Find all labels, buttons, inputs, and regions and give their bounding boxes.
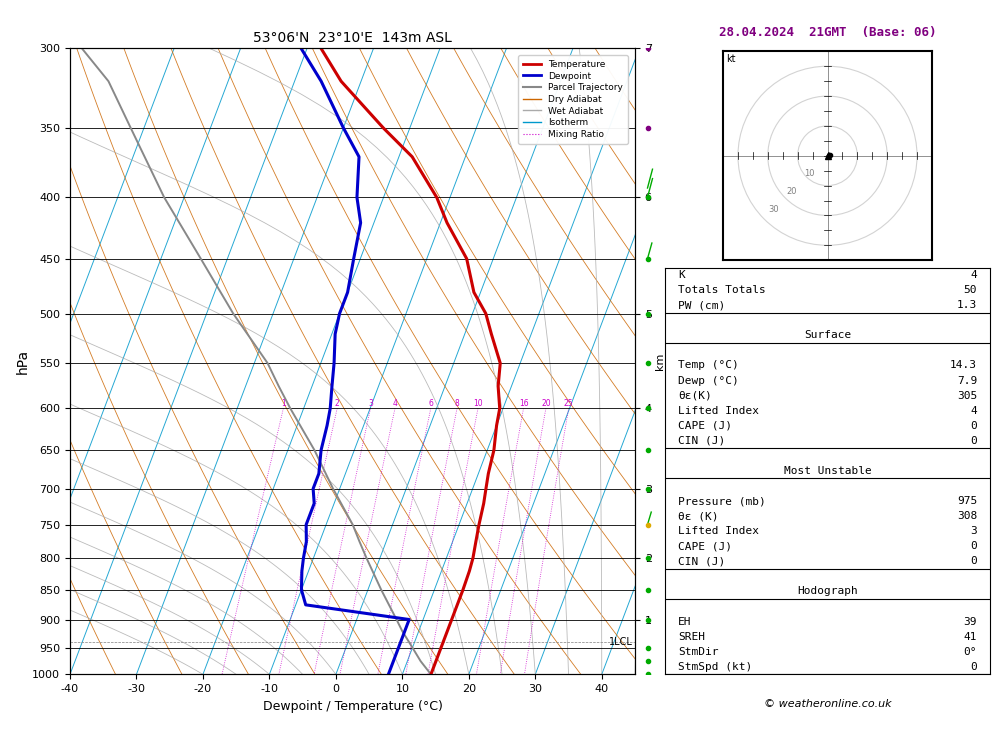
Text: Lifted Index: Lifted Index [678,526,759,537]
Text: Surface: Surface [804,331,851,340]
Text: Totals Totals: Totals Totals [678,285,766,295]
Text: 20: 20 [541,399,551,408]
Text: 16: 16 [519,399,528,408]
Text: 20: 20 [786,187,797,196]
Text: 305: 305 [957,391,977,401]
Text: 25: 25 [564,399,573,408]
Text: EH: EH [678,616,692,627]
Text: 7.9: 7.9 [957,375,977,386]
Text: 41: 41 [964,632,977,641]
Text: 0°: 0° [964,647,977,657]
Text: 30: 30 [768,205,779,214]
X-axis label: Dewpoint / Temperature (°C): Dewpoint / Temperature (°C) [263,699,442,712]
Text: 4: 4 [393,399,397,408]
Text: Hodograph: Hodograph [797,586,858,597]
Text: kt: kt [726,54,736,65]
Text: Pressure (mb): Pressure (mb) [678,496,766,506]
Text: Dewp (°C): Dewp (°C) [678,375,739,386]
Text: CAPE (J): CAPE (J) [678,421,732,431]
Text: Temp (°C): Temp (°C) [678,361,739,370]
Text: Lifted Index: Lifted Index [678,405,759,416]
Text: StmSpd (kt): StmSpd (kt) [678,662,752,672]
Text: 1: 1 [281,399,286,408]
Y-axis label: hPa: hPa [16,348,30,374]
Y-axis label: km
ASL: km ASL [655,350,676,372]
Text: 3: 3 [970,526,977,537]
Text: 4: 4 [970,405,977,416]
Text: 2: 2 [335,399,340,408]
Text: 4: 4 [970,270,977,280]
Text: 3: 3 [368,399,373,408]
Text: 39: 39 [964,616,977,627]
Text: 6: 6 [428,399,433,408]
Text: 0: 0 [970,421,977,431]
Text: Most Unstable: Most Unstable [784,466,871,476]
Text: 0: 0 [970,541,977,551]
Text: SREH: SREH [678,632,705,641]
Text: CAPE (J): CAPE (J) [678,541,732,551]
Text: K: K [678,270,685,280]
Text: 0: 0 [970,436,977,446]
Text: 28.04.2024  21GMT  (Base: 06): 28.04.2024 21GMT (Base: 06) [719,26,936,40]
Text: 1LCL: 1LCL [609,637,633,647]
Text: 0: 0 [970,556,977,567]
Text: © weatheronline.co.uk: © weatheronline.co.uk [764,699,891,709]
Text: 50: 50 [964,285,977,295]
Text: 10: 10 [804,169,815,178]
Text: 975: 975 [957,496,977,506]
Text: Mixing Ratio (g/kg): Mixing Ratio (g/kg) [675,315,685,407]
Text: 308: 308 [957,511,977,521]
Text: 14.3: 14.3 [950,361,977,370]
Text: StmDir: StmDir [678,647,718,657]
Text: 0: 0 [970,662,977,672]
Text: θε (K): θε (K) [678,511,718,521]
Text: 1.3: 1.3 [957,301,977,310]
Text: 10: 10 [473,399,483,408]
Text: θε(K): θε(K) [678,391,712,401]
Text: CIN (J): CIN (J) [678,556,725,567]
Text: PW (cm): PW (cm) [678,301,725,310]
Legend: Temperature, Dewpoint, Parcel Trajectory, Dry Adiabat, Wet Adiabat, Isotherm, Mi: Temperature, Dewpoint, Parcel Trajectory… [518,55,628,144]
Title: 53°06'N  23°10'E  143m ASL: 53°06'N 23°10'E 143m ASL [253,31,452,45]
Text: 8: 8 [455,399,459,408]
Text: CIN (J): CIN (J) [678,436,725,446]
